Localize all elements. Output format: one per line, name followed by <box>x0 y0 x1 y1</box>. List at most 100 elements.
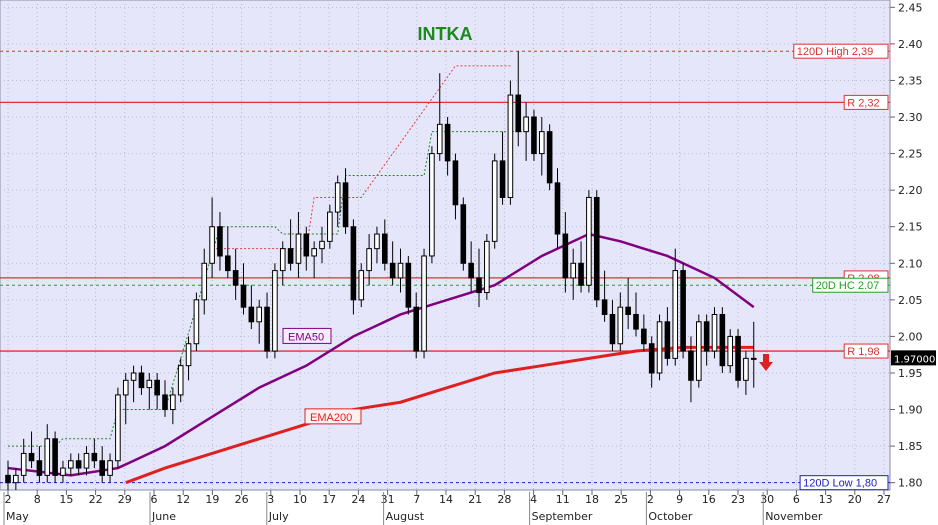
y-tick-label: 2.20 <box>898 184 923 197</box>
y-tick-label: 2.45 <box>898 1 923 14</box>
candle-body <box>727 335 734 367</box>
y-tick-label: 2.25 <box>898 148 923 161</box>
month-label: September <box>532 510 593 523</box>
x-tick-label: 20 <box>848 493 862 506</box>
candle-body <box>60 467 66 476</box>
level-label-box <box>793 43 889 59</box>
candle-body <box>256 306 262 323</box>
candle-body <box>617 306 624 345</box>
x-tick-label: 31 <box>381 493 395 506</box>
down-arrow-icon <box>759 354 773 371</box>
candle-body <box>374 233 380 250</box>
candle-body <box>641 328 647 345</box>
level-label-box <box>799 475 889 491</box>
x-tick-label: 25 <box>614 493 628 506</box>
candle-body <box>554 182 561 235</box>
x-tick-label: 30 <box>760 493 774 506</box>
x-tick-label: 10 <box>293 493 307 506</box>
x-tick-label: 17 <box>322 493 336 506</box>
x-tick-label: 29 <box>118 493 132 506</box>
y-tick-label: 2.15 <box>898 221 923 234</box>
candle-body <box>711 313 718 352</box>
y-tick-label: 1.85 <box>898 440 923 453</box>
candle-body <box>703 321 710 352</box>
month-label: October <box>648 510 692 523</box>
candle-body <box>185 343 192 367</box>
candle-body <box>5 474 11 484</box>
candle-body <box>539 131 545 155</box>
ema50-line <box>7 232 755 477</box>
candle-body <box>366 248 372 272</box>
y-tick-label: 2.30 <box>898 111 923 124</box>
candle-body <box>688 350 694 381</box>
candle-body <box>217 226 223 257</box>
candle-body <box>460 204 467 264</box>
last-price-label: 1.97000 <box>894 354 935 365</box>
y-tick-label: 2.40 <box>898 38 923 51</box>
x-tick-label: 15 <box>59 493 73 506</box>
candle-body <box>154 379 160 396</box>
candle-body <box>680 270 686 352</box>
ema50-label-box <box>282 327 332 344</box>
ema200-label: EMA200 <box>310 412 352 424</box>
month-label: November <box>765 510 823 523</box>
month-label: June <box>151 510 176 523</box>
x-tick-label: 11 <box>556 493 570 506</box>
candle-body <box>421 255 427 352</box>
candle-body <box>107 460 113 476</box>
candle-body <box>672 270 679 359</box>
candle-body <box>248 306 255 323</box>
candle-body <box>91 452 98 462</box>
candle-body <box>177 365 184 396</box>
candle-body <box>193 299 200 345</box>
candle-body <box>531 116 537 155</box>
x-tick-label: 14 <box>439 493 453 506</box>
candle-body <box>397 262 404 279</box>
candle-body <box>719 313 726 367</box>
ema200-line <box>125 345 754 485</box>
candle-body <box>633 313 639 330</box>
candle-body <box>319 240 325 250</box>
x-tick-label: 13 <box>819 493 833 506</box>
candle-body <box>83 452 90 469</box>
candle-body <box>491 160 498 242</box>
x-tick-label: 21 <box>468 493 482 506</box>
candle-body <box>601 299 608 315</box>
level-label-box <box>843 94 889 110</box>
candle-body <box>382 233 388 264</box>
x-tick-label: 2 <box>647 493 654 506</box>
ema200-label-box <box>304 408 362 425</box>
candle-body <box>20 452 27 476</box>
candle-body <box>279 248 286 272</box>
plot-area <box>0 0 891 491</box>
candle-body <box>358 270 365 301</box>
candle-body <box>664 321 671 359</box>
candle-body <box>130 372 137 381</box>
y-tick-label: 2.35 <box>898 74 923 87</box>
candle-body <box>546 131 553 184</box>
candle-body <box>232 270 239 286</box>
y-tick-label: 1.95 <box>898 367 923 380</box>
x-tick-label: 9 <box>676 493 683 506</box>
candle-body <box>115 394 121 462</box>
level-label-r198: R 1,98 <box>847 346 879 358</box>
candle-body <box>272 270 278 352</box>
x-tick-label: 8 <box>34 493 41 506</box>
candle-body <box>122 379 129 396</box>
level-label-hc20: 20D HC 2.07 <box>816 280 880 292</box>
y-tick-label: 2.00 <box>898 330 923 343</box>
candle-body <box>389 262 396 279</box>
x-tick-label: 27 <box>877 493 891 506</box>
month-label: July <box>268 510 289 523</box>
candle-body <box>507 94 514 198</box>
x-tick-label: 26 <box>235 493 249 506</box>
candle-body <box>578 262 584 286</box>
chart-title: INTKA <box>418 24 473 44</box>
candle-body <box>28 452 35 462</box>
candle-body <box>52 438 58 476</box>
candle-body <box>499 160 506 198</box>
candle-body <box>36 460 43 476</box>
candle-body <box>240 284 247 308</box>
candle-body <box>413 306 419 352</box>
